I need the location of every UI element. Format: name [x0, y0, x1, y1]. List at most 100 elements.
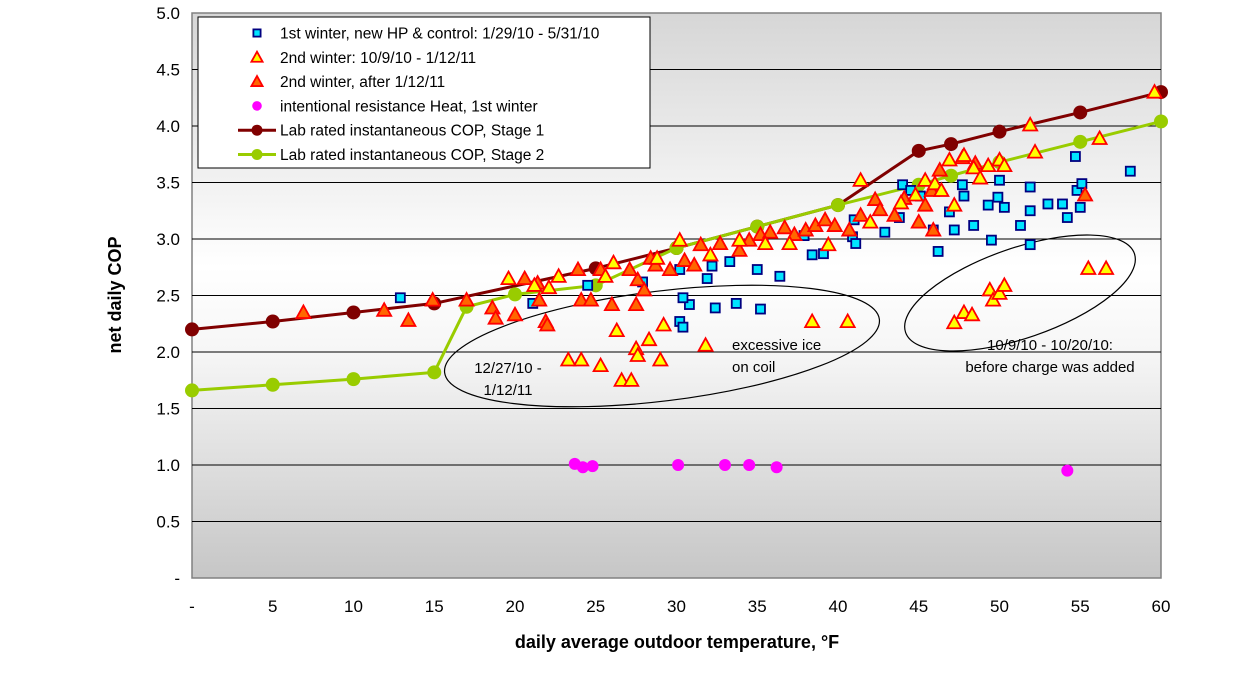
legend-marker: [251, 149, 263, 160]
ellipse-ice-region: [443, 284, 881, 408]
ellipse-charge-region: [904, 234, 1136, 352]
x-tick-label: 20: [506, 597, 525, 616]
y-axis-label: net daily COP: [105, 236, 125, 353]
data-point: [500, 269, 518, 286]
legend-label: 2nd winter, after 1/12/11: [280, 74, 445, 91]
data-point: [803, 312, 821, 328]
data-point: [730, 231, 749, 247]
data-point: [945, 313, 963, 330]
data-point: [582, 291, 600, 307]
data-point: [1024, 239, 1036, 251]
data-point: [965, 158, 983, 175]
legend-item: intentional resistance Heat, 1st winter: [252, 98, 538, 115]
data-point: [661, 260, 679, 277]
data-point: [831, 198, 845, 213]
data-point: [550, 267, 568, 283]
data-point: [1015, 220, 1026, 231]
y-tick-label: 3.5: [156, 174, 180, 193]
data-point: [852, 171, 870, 187]
data-point: [1076, 186, 1094, 202]
y-tick-label: 3.0: [156, 230, 180, 249]
data-point: [525, 276, 543, 292]
data-point: [185, 322, 199, 337]
data-point: [627, 295, 645, 312]
data-point: [1061, 464, 1074, 477]
data-point: [701, 273, 713, 284]
data-point: [676, 251, 694, 267]
legend-item: 1st winter, new HP & control: 1/29/10 - …: [252, 26, 600, 43]
legend-label: Lab rated instantaneous COP, Stage 1: [280, 123, 544, 140]
data-point: [538, 316, 556, 332]
data-point: [671, 231, 689, 247]
legend-marker: [252, 101, 262, 111]
data-point: [684, 299, 695, 310]
data-point: [1070, 151, 1081, 162]
data-point: [692, 235, 710, 252]
data-point: [516, 269, 534, 286]
data-point: [604, 253, 623, 270]
data-point: [992, 124, 1007, 139]
data-point: [1079, 259, 1097, 275]
data-point: [968, 220, 980, 231]
data-point: [774, 270, 786, 282]
y-tick-label: 0.5: [156, 513, 180, 532]
data-point: [576, 461, 589, 474]
data-point: [906, 186, 925, 202]
data-point: [990, 284, 1009, 300]
data-point: [982, 199, 994, 211]
data-point: [816, 210, 834, 227]
data-point: [866, 190, 884, 206]
x-tick-label: 55: [1071, 597, 1090, 616]
data-point: [1146, 83, 1164, 99]
x-tick-label: 45: [909, 597, 928, 616]
data-point: [958, 190, 970, 202]
x-tick-label: 40: [829, 597, 848, 616]
y-tick-label: 4.0: [156, 117, 180, 136]
data-point: [1073, 105, 1088, 120]
x-axis-label: daily average outdoor temperature, °F: [515, 632, 839, 652]
data-point: [487, 309, 505, 325]
data-point: [924, 221, 942, 237]
data-point: [743, 459, 756, 471]
data-point: [424, 291, 442, 307]
series-1: [500, 83, 1164, 387]
data-point: [265, 314, 280, 329]
legend-marker: [249, 49, 265, 63]
legend-marker: [252, 28, 262, 38]
data-point: [910, 213, 928, 229]
data-point: [1024, 181, 1036, 193]
data-point: [756, 234, 774, 251]
data-point: [1073, 134, 1088, 149]
data-point: [706, 260, 718, 272]
annotation-date-range-1: 12/27/10 -: [474, 360, 542, 377]
annotation-charge-2: before charge was added: [965, 359, 1134, 376]
data-point: [697, 336, 715, 352]
data-point: [995, 276, 1013, 292]
data-point: [755, 303, 766, 315]
legend-item: 2nd winter, after 1/12/11: [249, 74, 445, 91]
data-point: [971, 169, 989, 185]
data-point: [826, 216, 844, 232]
y-tick-label: -: [174, 569, 180, 588]
annotations: 12/27/10 - 1/12/11 excessive ice on coil…: [443, 234, 1136, 408]
data-point: [945, 196, 963, 212]
data-point: [629, 346, 647, 362]
data-point: [559, 351, 577, 367]
x-tick-label: 15: [425, 597, 444, 616]
data-point: [776, 218, 794, 235]
x-tick-label: -: [189, 597, 195, 616]
data-point: [1091, 129, 1109, 145]
data-point: [806, 249, 818, 261]
legend-marker: [249, 74, 265, 87]
data-point: [955, 146, 973, 162]
legend: 1st winter, new HP & control: 1/29/10 - …: [197, 16, 651, 169]
data-point: [572, 351, 590, 367]
data-point: [944, 168, 959, 183]
data-point: [948, 224, 960, 236]
data-point: [730, 241, 749, 257]
data-point: [701, 245, 719, 262]
data-point: [871, 200, 889, 217]
legend-item: Lab rated instantaneous COP, Stage 1: [238, 123, 544, 140]
data-point: [840, 221, 858, 237]
y-axis-ticks: - 0.5 1.0 1.5 2.0 2.5 3.0 3.5 4.0 4.5 5.0: [156, 4, 180, 588]
